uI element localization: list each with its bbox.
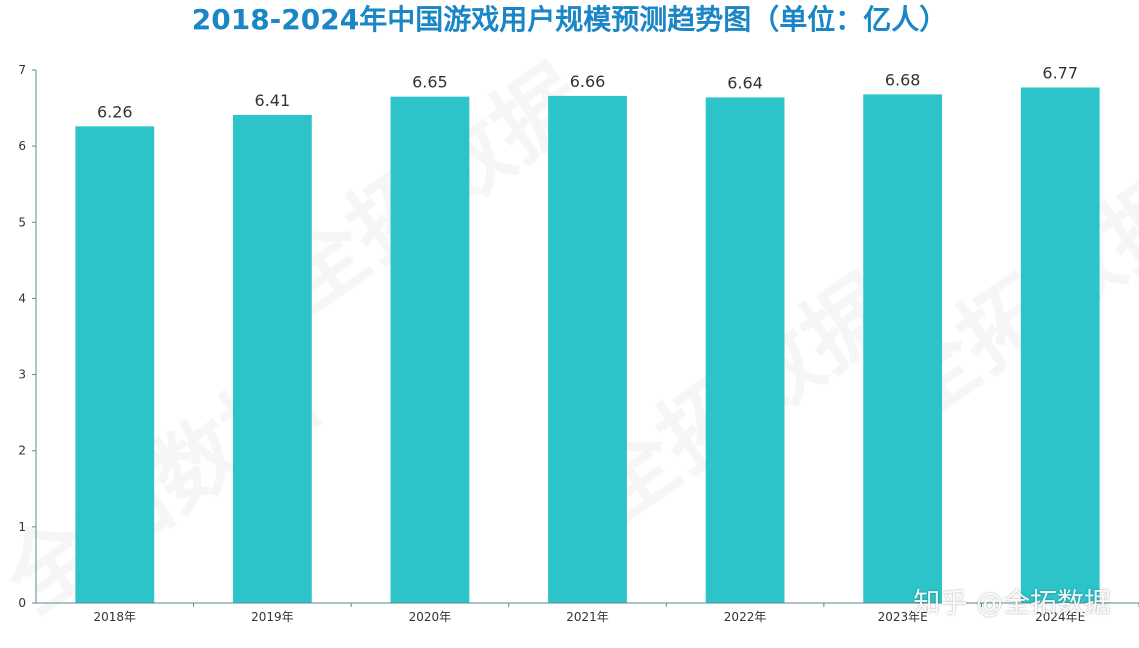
bar-series: 6.26 6.41 6.65 6.66 6.64 6.68 6.77 <box>75 64 1100 604</box>
data-label: 6.41 <box>255 91 291 110</box>
bar <box>548 95 627 603</box>
bar <box>863 94 943 603</box>
y-axis: 0 1 2 3 4 5 6 7 <box>18 63 37 610</box>
y-tick-label: 1 <box>18 520 26 534</box>
data-label: 6.64 <box>727 73 763 92</box>
x-tick-label: 2022年 <box>724 610 767 624</box>
watermark-text: 知乎 @全拓数据 <box>913 588 1111 619</box>
bar <box>232 114 312 603</box>
y-tick-label: 6 <box>18 139 26 153</box>
x-axis: 2018年 2019年 2020年 2021年 2022年 2023年E 2024年E <box>36 602 1139 624</box>
x-tick-label: 2018年 <box>94 610 137 624</box>
data-label: 6.77 <box>1042 64 1078 83</box>
y-tick-label: 5 <box>18 215 26 229</box>
chart-title: 2018-2024年中国游戏用户规模预测趋势图（单位：亿人） <box>191 3 948 36</box>
x-tick-label: 2020年 <box>409 610 452 624</box>
data-label: 6.68 <box>885 70 921 89</box>
bar <box>1020 87 1100 603</box>
y-tick-label: 0 <box>18 596 26 610</box>
y-tick-label: 3 <box>18 368 26 382</box>
data-label: 6.26 <box>97 102 133 121</box>
data-label: 6.65 <box>412 73 448 92</box>
x-tick-label: 2024年E <box>1035 610 1085 624</box>
bar <box>390 96 470 604</box>
x-tick-label: 2019年 <box>251 610 294 624</box>
y-tick-label: 4 <box>18 291 26 305</box>
bar <box>705 97 785 603</box>
y-tick-label: 7 <box>18 63 26 77</box>
bar <box>75 126 155 604</box>
y-tick-label: 2 <box>18 444 26 458</box>
x-tick-label: 2021年 <box>566 610 609 624</box>
x-tick-label: 2023年E <box>878 610 928 624</box>
data-label: 6.66 <box>570 72 606 91</box>
